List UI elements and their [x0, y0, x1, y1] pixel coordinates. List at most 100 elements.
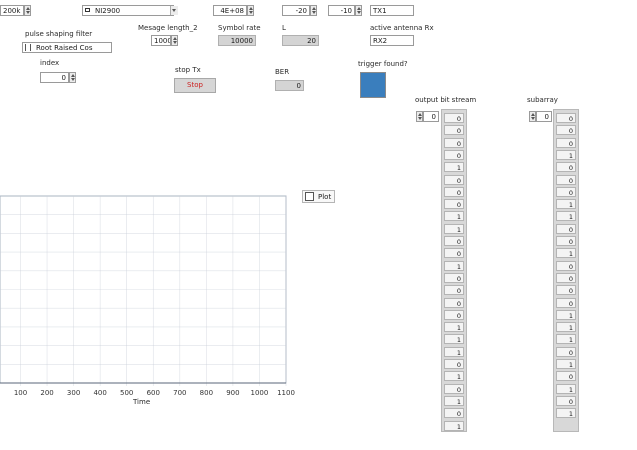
subarray-cell: 1	[556, 408, 576, 419]
output-bit-cell: 1	[444, 260, 464, 271]
tx-antenna-field[interactable]: TX1	[370, 5, 414, 16]
frequency-field[interactable]: 4E+08	[213, 5, 247, 16]
x-tick-label: 1100	[277, 389, 295, 397]
symbol-rate-label: Symbol rate	[218, 24, 261, 32]
output-bit-cell: 1	[444, 334, 464, 345]
index-spinner[interactable]	[69, 72, 76, 83]
pulse-filter-label: pulse shaping filter	[25, 30, 93, 38]
plot-legend[interactable]: Plot	[302, 190, 335, 203]
pulse-filter-select[interactable]: Root Raised Cos	[22, 42, 112, 53]
subarray-cell: 1	[556, 248, 576, 259]
subarray-cell: 0	[556, 174, 576, 185]
message-length-label: Mesage length_2	[138, 24, 198, 32]
subarray-cell: 0	[556, 125, 576, 136]
subarray-label: subarray	[527, 96, 558, 104]
output-bit-stream-index[interactable]: 0	[423, 111, 439, 122]
output-bit-cell: 0	[444, 309, 464, 320]
x-tick-label: 1000	[250, 389, 269, 397]
subarray-cell: 1	[556, 199, 576, 210]
output-bit-cell: 0	[444, 199, 464, 210]
subarray-cell: 1	[556, 383, 576, 394]
subarray-cell: 1	[556, 211, 576, 222]
x-tick-label: 100	[13, 389, 28, 397]
subarray-cell: 0	[556, 285, 576, 296]
output-bit-cell: 0	[444, 137, 464, 148]
output-bit-cell: 0	[444, 248, 464, 259]
ring-selector-icon	[25, 44, 31, 51]
subarray-cell: 1	[556, 359, 576, 369]
x-tick-label: 200	[40, 389, 54, 397]
x-tick-label: 600	[146, 389, 160, 397]
output-bit-cell: 1	[444, 223, 464, 234]
index-field[interactable]: 0	[40, 72, 69, 83]
level-field[interactable]: -10	[328, 5, 355, 16]
x-tick-label: 900	[226, 389, 240, 397]
index-label: index	[40, 59, 60, 67]
symbol-rate-indicator: 10000	[218, 35, 256, 46]
output-bit-cell: 1	[444, 211, 464, 222]
message-length-field[interactable]: 1000	[151, 35, 171, 46]
stop-button[interactable]: Stop	[174, 78, 216, 93]
output-bit-cell: 0	[444, 272, 464, 283]
gain-field[interactable]: -20	[282, 5, 310, 16]
x-tick-label: 500	[120, 389, 134, 397]
output-bit-cell: 1	[444, 346, 464, 357]
subarray-cell: 1	[556, 322, 576, 333]
rate-spinner[interactable]	[24, 5, 31, 16]
subarray-cell: 0	[556, 272, 576, 283]
subarray-cell: 0	[556, 236, 576, 246]
output-bit-cell: 1	[444, 162, 464, 173]
subarray-cell: 0	[556, 186, 576, 197]
output-bit-cell: 1	[444, 395, 464, 406]
output-bit-cell: 0	[444, 383, 464, 394]
level-spinner[interactable]	[355, 5, 362, 16]
device-select-icon	[85, 8, 90, 12]
subarray-cell: 0	[556, 371, 576, 382]
subarray-cell: 0	[556, 297, 576, 308]
subarray-cell: 1	[556, 334, 576, 345]
x-tick-label: 300	[66, 389, 81, 397]
subarray-cell: 0	[556, 113, 576, 123]
x-tick-label: 400	[93, 389, 107, 397]
output-bit-cell: 0	[444, 174, 464, 185]
rx-antenna-label: active antenna Rx	[370, 24, 434, 32]
subarray-cell: 0	[556, 395, 576, 406]
trigger-led	[360, 72, 386, 98]
output-bit-cell: 1	[444, 322, 464, 333]
plot-line-icon	[305, 192, 314, 201]
output-bit-cell: 0	[444, 113, 464, 123]
subarray-index[interactable]: 0	[536, 111, 552, 122]
output-bit-cell: 0	[444, 149, 464, 160]
output-bit-cell: 0	[444, 285, 464, 296]
device-select[interactable]: NI2900	[82, 5, 174, 16]
ber-indicator: 0	[275, 80, 304, 91]
x-tick-label: 700	[173, 389, 187, 397]
output-bit-cell: 0	[444, 236, 464, 246]
device-dropdown-arrow[interactable]	[170, 6, 178, 15]
message-length-spinner[interactable]	[171, 35, 178, 46]
output-bit-cell: 1	[444, 371, 464, 382]
output-bit-cell: 0	[444, 125, 464, 136]
subarray-index-spinner[interactable]	[529, 111, 536, 122]
device-value: NI2900	[95, 7, 121, 15]
waveform-graph	[0, 195, 287, 386]
rx-antenna-field[interactable]: RX2	[370, 35, 414, 46]
ber-label: BER	[275, 68, 290, 76]
gain-spinner[interactable]	[310, 5, 317, 16]
output-bit-cell: 0	[444, 186, 464, 197]
l-label: L	[282, 24, 286, 32]
output-bit-cell: 0	[444, 359, 464, 369]
frequency-spinner[interactable]	[247, 5, 254, 16]
x-axis-label: Time	[133, 398, 151, 406]
stop-button-label: Stop	[187, 81, 203, 89]
x-tick-label: 800	[199, 389, 214, 397]
plot-legend-label: Plot	[318, 193, 332, 201]
subarray-cell: 0	[556, 162, 576, 173]
output-bit-stream-label: output bit stream	[415, 96, 477, 104]
subarray-cell: 0	[556, 223, 576, 234]
output-bit-stream-index-spinner[interactable]	[416, 111, 423, 122]
graph-grid	[0, 195, 287, 386]
rate-field[interactable]: 200k	[0, 5, 24, 16]
subarray-cell: 0	[556, 260, 576, 271]
